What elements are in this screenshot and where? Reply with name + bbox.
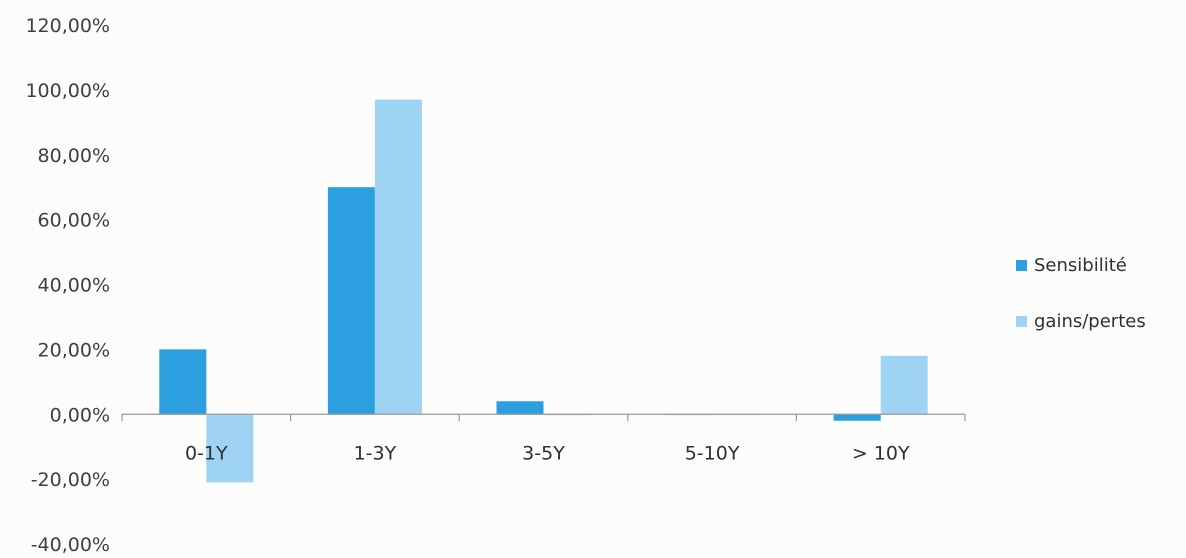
- legend-label: Sensibilité: [1034, 255, 1127, 276]
- y-tick-label: 0,00%: [50, 404, 110, 426]
- bar-sensibilite: [496, 401, 544, 415]
- y-tick-label: 80,00%: [38, 145, 110, 167]
- bar-sensibilite: [327, 187, 375, 415]
- category-labels: 0-1Y 1-3Y 3-5Y 5-10Y > 10Y: [185, 442, 910, 464]
- bar-gains-pertes: [880, 355, 928, 415]
- x-axis: [121, 413, 966, 422]
- bar-gains-pertes: [206, 414, 254, 483]
- legend-swatch: [1016, 316, 1027, 327]
- y-axis: 120,00% 100,00% 80,00% 60,00% 40,00% 20,00% 0,…: [25, 15, 110, 556]
- y-tick-label: 100,00%: [25, 80, 110, 102]
- y-tick-label: 20,00%: [38, 339, 110, 361]
- bar-gains-pertes: [374, 99, 422, 415]
- x-tick-label: 1-3Y: [354, 442, 397, 464]
- y-tick-label: 40,00%: [38, 275, 110, 297]
- x-tick-label: 3-5Y: [522, 442, 565, 464]
- x-tick-label: > 10Y: [852, 442, 910, 464]
- bars: [159, 99, 928, 483]
- y-tick-label: -40,00%: [31, 534, 110, 554]
- bar-sensibilite: [159, 349, 207, 415]
- y-tick-label: 60,00%: [38, 210, 110, 232]
- x-tick-label: 0-1Y: [185, 442, 228, 464]
- legend-label: gains/pertes: [1034, 311, 1146, 332]
- x-tick-label: 5-10Y: [685, 442, 740, 464]
- bar-sensibilite: [833, 414, 881, 421]
- legend-swatch: [1016, 260, 1027, 271]
- y-tick-label: 120,00%: [25, 15, 110, 37]
- y-tick-label: -20,00%: [31, 469, 110, 491]
- legend: Sensibilité gains/pertes: [1016, 255, 1146, 332]
